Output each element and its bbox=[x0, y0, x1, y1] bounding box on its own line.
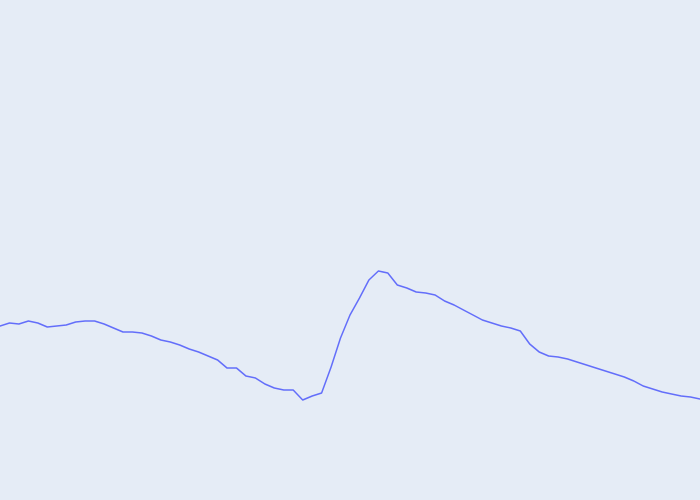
series-line-0 bbox=[0, 270, 700, 401]
series-layer bbox=[0, 270, 700, 401]
